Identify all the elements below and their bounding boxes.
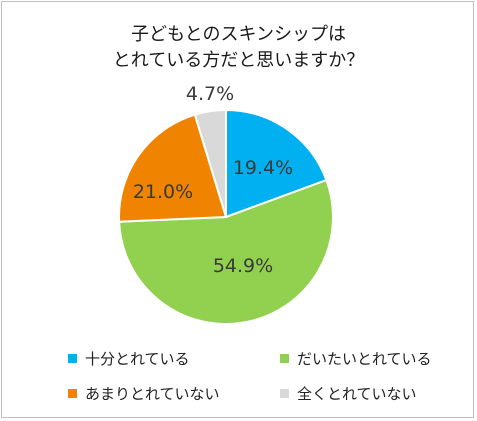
chart-title-line-1: 子どもとのスキンシップは bbox=[131, 24, 346, 45]
pie-data-labels: 19.4% 54.9% 21.0% 4.7% bbox=[133, 83, 293, 277]
legend-label-daitai: だいたいとれている bbox=[297, 349, 432, 368]
legend-item-mattaku: 全くとれていない bbox=[280, 381, 417, 405]
legend-item-amari: あまりとれていない bbox=[68, 381, 220, 405]
legend-swatch-mattaku bbox=[280, 388, 289, 398]
legend-swatch-jubun bbox=[68, 353, 77, 363]
pie-slice-daitai bbox=[118, 178, 334, 325]
chart-title: 子どもとのスキンシップは とれている方だと思いますか？ bbox=[0, 22, 477, 74]
pie-slices bbox=[118, 108, 334, 325]
pie-slice-amari bbox=[118, 113, 228, 223]
legend-label-mattaku: 全くとれていない bbox=[297, 384, 417, 403]
data-label-mattaku: 4.7% bbox=[186, 83, 234, 105]
legend-label-jubun: 十分とれている bbox=[85, 349, 190, 368]
data-label-daitai: 54.9% bbox=[213, 255, 273, 277]
legend-item-daitai: だいたいとれている bbox=[280, 346, 432, 370]
legend-swatch-amari bbox=[68, 388, 77, 398]
pie-slice-mattaku bbox=[193, 108, 227, 218]
pie-slice-jubun bbox=[225, 108, 328, 219]
chart-title-line-2: とれている方だと思いますか？ bbox=[112, 50, 365, 71]
legend-swatch-daitai bbox=[280, 353, 289, 363]
legend-item-jubun: 十分とれている bbox=[68, 346, 190, 370]
legend-label-amari: あまりとれていない bbox=[85, 384, 220, 403]
data-label-amari: 21.0% bbox=[133, 181, 193, 203]
chart-legend: 十分とれている だいたいとれている あまりとれていない 全くとれていない bbox=[0, 340, 477, 403]
data-label-jubun: 19.4% bbox=[233, 157, 293, 179]
